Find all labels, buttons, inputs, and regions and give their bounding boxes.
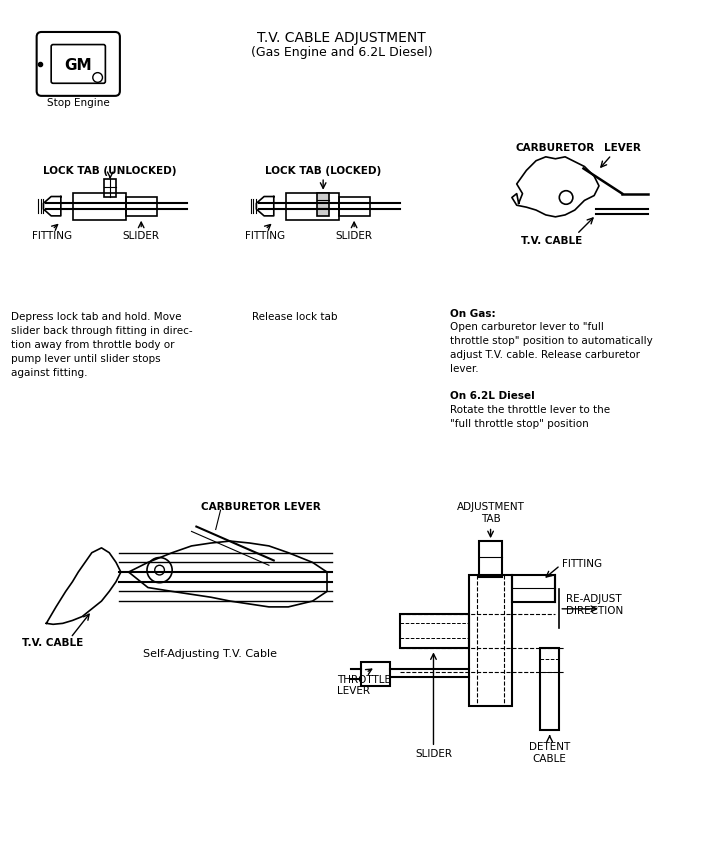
Circle shape: [93, 73, 102, 82]
Bar: [318, 193, 329, 216]
Bar: [479, 541, 502, 577]
Text: ADJUSTMENT
TAB: ADJUSTMENT TAB: [456, 503, 524, 524]
Text: FITTING: FITTING: [562, 558, 602, 569]
Bar: [400, 613, 469, 647]
Bar: [339, 196, 369, 216]
Polygon shape: [128, 541, 327, 607]
Text: T.V. CABLE: T.V. CABLE: [521, 236, 583, 246]
Text: SLIDER: SLIDER: [123, 231, 160, 241]
Text: T.V. CABLE ADJUSTMENT: T.V. CABLE ADJUSTMENT: [257, 31, 426, 45]
Bar: [104, 179, 116, 196]
Text: SLIDER: SLIDER: [336, 231, 373, 241]
Text: Open carburetor lever to "full
throttle stop" position to automatically
adjust T: Open carburetor lever to "full throttle …: [450, 322, 653, 374]
Text: Rotate the throttle lever to the
"full throttle stop" position: Rotate the throttle lever to the "full t…: [450, 404, 610, 429]
FancyBboxPatch shape: [36, 32, 120, 96]
Bar: [125, 196, 156, 216]
Circle shape: [155, 565, 165, 575]
Text: RE-ADJUST
DIRECTION: RE-ADJUST DIRECTION: [566, 594, 623, 616]
Bar: [361, 662, 390, 686]
Text: SLIDER: SLIDER: [415, 750, 452, 759]
Text: LOCK TAB (UNLOCKED): LOCK TAB (UNLOCKED): [43, 166, 177, 176]
Text: On Gas:: On Gas:: [450, 309, 496, 319]
Polygon shape: [46, 548, 121, 624]
Text: Self-Adjusting T.V. Cable: Self-Adjusting T.V. Cable: [143, 650, 277, 660]
Text: LOCK TAB (LOCKED): LOCK TAB (LOCKED): [265, 166, 381, 176]
Bar: [287, 193, 339, 220]
Text: Stop Engine: Stop Engine: [47, 98, 109, 107]
Text: FITTING: FITTING: [245, 231, 285, 241]
FancyBboxPatch shape: [51, 45, 105, 83]
Text: CARBURETOR LEVER: CARBURETOR LEVER: [201, 503, 321, 513]
Text: GM: GM: [64, 58, 92, 74]
Text: LEVER: LEVER: [604, 143, 641, 153]
Bar: [469, 575, 512, 706]
Bar: [512, 575, 555, 602]
Text: (Gas Engine and 6.2L Diesel): (Gas Engine and 6.2L Diesel): [251, 46, 433, 58]
Bar: [74, 193, 125, 220]
Circle shape: [559, 190, 573, 204]
Text: DETENT
CABLE: DETENT CABLE: [529, 743, 570, 764]
Text: Release lock tab: Release lock tab: [252, 311, 338, 321]
Text: On 6.2L Diesel: On 6.2L Diesel: [450, 391, 535, 401]
Circle shape: [147, 558, 172, 583]
Text: T.V. CABLE: T.V. CABLE: [22, 638, 83, 648]
Text: FITTING: FITTING: [32, 231, 72, 241]
Text: THROTTLE
LEVER: THROTTLE LEVER: [336, 674, 390, 696]
Text: Depress lock tab and hold. Move
slider back through fitting in direc-
tion away : Depress lock tab and hold. Move slider b…: [11, 311, 192, 377]
Bar: [540, 647, 559, 730]
Text: CARBURETOR: CARBURETOR: [516, 143, 595, 153]
